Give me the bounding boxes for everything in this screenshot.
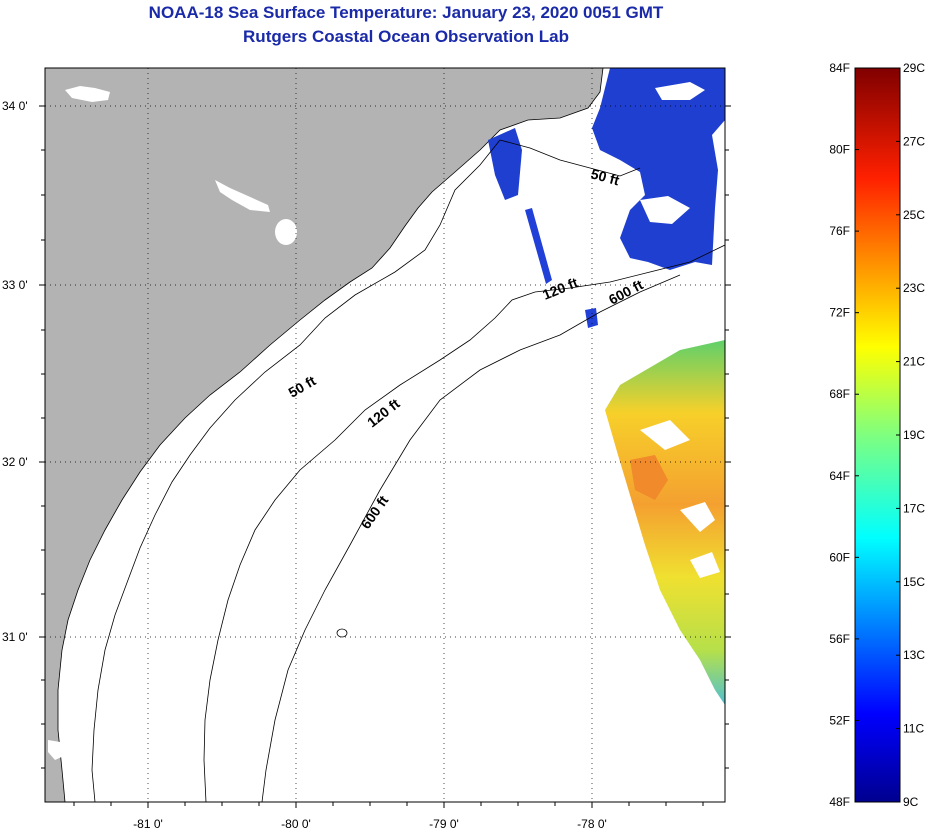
colorbar-label-c: 27C bbox=[903, 134, 925, 148]
contour-label: 50 ft bbox=[589, 165, 621, 188]
lake bbox=[48, 740, 66, 760]
colorbar-label-f: 52F bbox=[829, 713, 850, 727]
colorbar-label-c: 13C bbox=[903, 648, 925, 662]
lon-label: -79 0' bbox=[429, 817, 459, 831]
contour-600ft bbox=[261, 274, 681, 802]
colorbar-label-f: 60F bbox=[829, 550, 850, 564]
colorbar-label-f: 72F bbox=[829, 306, 850, 320]
lake bbox=[65, 86, 110, 102]
sst-swath-dot bbox=[585, 308, 598, 328]
lon-label: -78 0' bbox=[577, 817, 607, 831]
lat-label: 33 0' bbox=[2, 278, 28, 292]
colorbar-label-c: 19C bbox=[903, 428, 925, 442]
colorbar-ticks bbox=[855, 67, 900, 803]
lake bbox=[215, 180, 270, 212]
graticule bbox=[45, 68, 725, 802]
lat-label: 32 0' bbox=[2, 455, 28, 469]
colorbar-label-f: 48F bbox=[829, 795, 850, 809]
colorbar-label-f: 76F bbox=[829, 224, 850, 238]
colorbar-label-c: 25C bbox=[903, 208, 925, 222]
colorbar-label-c: 9C bbox=[903, 795, 919, 809]
axis-ticks bbox=[39, 105, 731, 808]
cloud-gap bbox=[655, 82, 705, 100]
colorbar-label-c: 17C bbox=[903, 501, 925, 515]
seamount-contour bbox=[336, 628, 348, 638]
cloud-gap bbox=[690, 552, 720, 578]
map-title: NOAA-18 Sea Surface Temperature: January… bbox=[148, 3, 664, 22]
colorbar-label-c: 21C bbox=[903, 355, 925, 369]
colorbar-label-f: 80F bbox=[829, 143, 850, 157]
lon-label: -81 0' bbox=[133, 817, 163, 831]
sst-swath-south bbox=[605, 340, 725, 705]
colorbar-label-c: 15C bbox=[903, 575, 925, 589]
lat-label: 34 0' bbox=[2, 99, 28, 113]
land-mass bbox=[45, 68, 604, 802]
colorbar-label-f: 68F bbox=[829, 387, 850, 401]
cloud-gap bbox=[680, 502, 715, 532]
colorbar-label-c: 23C bbox=[903, 281, 925, 295]
sst-swath-streak bbox=[525, 208, 552, 284]
colorbar bbox=[854, 67, 901, 803]
cloud-gap bbox=[640, 420, 690, 450]
colorbar-label-f: 56F bbox=[829, 632, 850, 646]
colorbar-label-c: 29C bbox=[903, 61, 925, 75]
sst-swath-strip bbox=[488, 128, 522, 200]
colorbar-label-f: 84F bbox=[829, 61, 850, 75]
sst-warm-core bbox=[630, 455, 668, 500]
lon-label: -80 0' bbox=[281, 817, 311, 831]
contour-50ft bbox=[91, 139, 641, 802]
cloud-gap bbox=[640, 196, 690, 224]
colorbar-label-f: 64F bbox=[829, 469, 850, 483]
map-frame bbox=[44, 67, 726, 803]
sst-swath-north bbox=[592, 68, 725, 270]
map-subtitle: Rutgers Coastal Ocean Observation Lab bbox=[243, 27, 569, 46]
contour-120ft bbox=[203, 244, 725, 802]
lat-label: 31 0' bbox=[2, 630, 28, 644]
lake bbox=[275, 219, 297, 245]
colorbar-label-c: 11C bbox=[903, 722, 924, 736]
